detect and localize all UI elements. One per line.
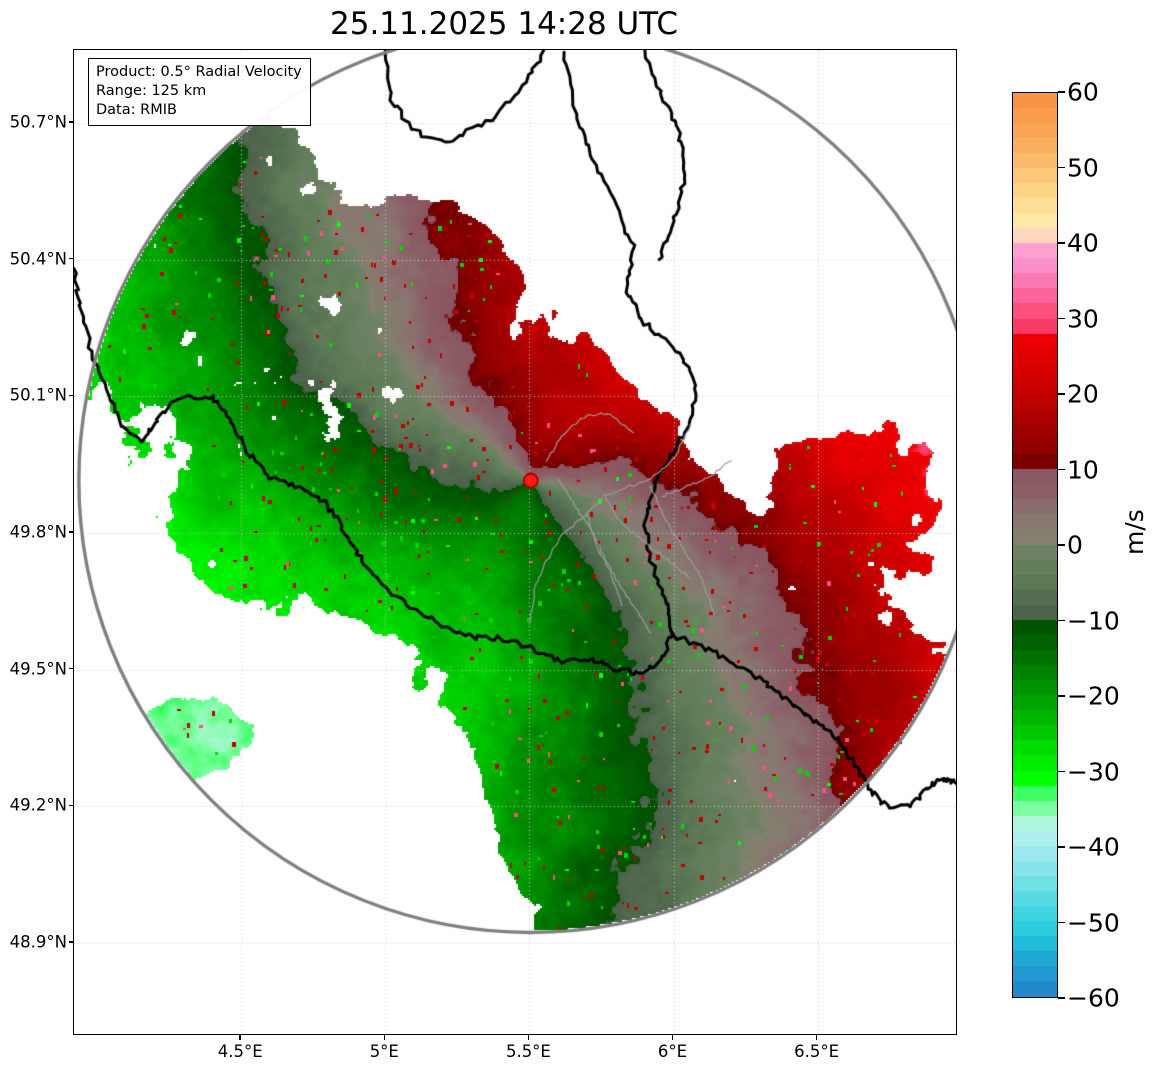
colorbar-tick-label: 20 [1067,379,1099,409]
longitude-tick-label: 5°E [369,1042,399,1061]
colorbar-tick-label: 30 [1067,304,1099,333]
longitude-tick-label: 5.5°E [505,1042,551,1061]
longitude-tick-mark [239,1035,241,1040]
colorbar-tick-label: −10 [1067,606,1120,635]
latitude-tick-mark [69,394,74,396]
colorbar-tick-mark [1058,997,1065,999]
latitude-axis: 50.7°N 50.4°N 50.1°N 49.8°N 49.5°N 49.2°N 48.9… [0,0,74,1081]
colorbar-tick-label: −40 [1067,832,1120,862]
colorbar-tick-label: 0 [1067,530,1083,560]
latitude-tick-label: 48.9°N [9,932,67,952]
colorbar-tick-label: −60 [1067,983,1120,1013]
latitude-tick-label: 50.1°N [9,385,67,405]
longitude-tick-label: 6°E [657,1042,688,1061]
info-data-source: Data: RMIB [96,101,177,118]
colorbar-tick-label: 50 [1067,153,1099,182]
colorbar-tick-mark [1058,695,1065,697]
colorbar-tick-label: 10 [1067,455,1099,484]
colorbar-tick-mark [1058,544,1065,546]
latitude-tick-label: 49.8°N [9,522,67,542]
colorbar [1012,92,1058,998]
latitude-tick-mark [69,531,74,533]
latitude-tick-mark [69,804,74,806]
colorbar-tick-mark [1058,393,1065,395]
longitude-tick-label: 4.5°E [217,1042,263,1061]
latitude-tick-label: 50.7°N [9,112,67,132]
longitude-tick-mark [527,1035,530,1040]
longitude-tick-label: 6.5°E [794,1042,840,1061]
latitude-tick-mark [69,941,74,943]
colorbar-tick-mark [1058,468,1065,471]
longitude-tick-mark [815,1035,818,1040]
latitude-tick-mark [69,667,74,670]
colorbar-tick-mark [1058,91,1065,93]
latitude-tick-mark [69,257,74,260]
colorbar-tick-mark [1058,317,1065,320]
info-range: Range: 125 km [96,82,207,99]
radar-plot-area[interactable]: Product: 0.5° Radial Velocity Range: 125… [73,49,957,1035]
latitude-tick-label: 49.2°N [9,795,67,815]
colorbar-unit-label: m/s [1120,509,1149,555]
product-info-box: Product: 0.5° Radial Velocity Range: 125… [88,58,311,126]
radar-reflectivity-canvas [74,50,956,1034]
colorbar-tick-mark [1058,846,1065,848]
longitude-tick-mark [383,1035,385,1040]
colorbar-tick-label: −50 [1067,908,1120,937]
colorbar-tick-label: 60 [1067,77,1099,107]
colorbar-tick-mark [1058,242,1065,244]
colorbar-tick-mark [1058,770,1065,773]
colorbar-tick-mark [1058,921,1065,924]
colorbar-tick-label: −20 [1067,681,1120,711]
colorbar-tick-mark [1058,166,1065,169]
longitude-tick-mark [671,1035,674,1040]
colorbar-tick-label: 40 [1067,228,1099,258]
colorbar-gradient [1013,93,1057,997]
page-title: 25.11.2025 14:28 UTC [330,6,678,42]
colorbar-tick-mark [1058,619,1065,622]
latitude-tick-mark [69,121,74,123]
latitude-tick-label: 49.5°N [9,659,67,679]
info-product: Product: 0.5° Radial Velocity [96,64,302,80]
colorbar-tick-label: −30 [1067,757,1120,786]
latitude-tick-label: 50.4°N [9,249,67,269]
